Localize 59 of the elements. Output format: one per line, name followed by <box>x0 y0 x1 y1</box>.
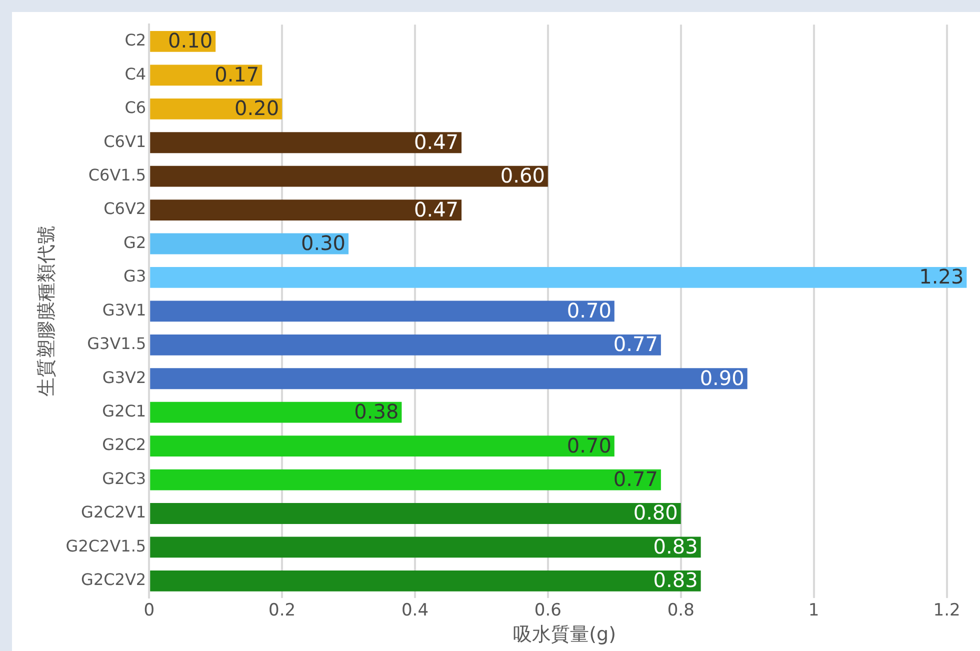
y-axis-title: 生質塑膠膜種類代號 <box>35 226 58 397</box>
x-axis-title: 吸水質量(g) <box>513 624 616 646</box>
bar <box>150 503 681 524</box>
y-tick-label: G2C2 <box>102 435 146 454</box>
data-label: 0.90 <box>700 366 744 390</box>
x-tick-label: 0 <box>144 600 155 620</box>
data-label: 0.70 <box>566 433 612 458</box>
bar <box>150 132 462 154</box>
data-label: 0.83 <box>653 568 698 592</box>
y-tick-label: G2C2V1.5 <box>66 536 146 556</box>
x-tick-label: 1 <box>808 600 820 620</box>
data-label: 0.47 <box>414 130 459 154</box>
y-tick-label: C2 <box>124 30 146 50</box>
bar <box>150 334 661 356</box>
data-label: 0.47 <box>414 197 459 222</box>
data-label: 0.77 <box>613 466 658 491</box>
x-tick-label: 0.6 <box>534 600 562 620</box>
data-label: 0.60 <box>500 164 545 188</box>
y-tick-label: G2C2V1 <box>81 502 146 522</box>
x-tick-label: 0.2 <box>268 600 296 620</box>
y-tick-label: G2 <box>124 232 146 252</box>
x-tick-label: 0.8 <box>667 600 694 620</box>
y-tick-label: C4 <box>124 64 146 84</box>
data-label: 0.70 <box>566 298 612 322</box>
data-label: 1.23 <box>919 264 964 289</box>
bar <box>150 200 462 220</box>
y-tick-label: G3V1 <box>102 300 146 320</box>
y-tick-label: G3V2 <box>102 368 146 387</box>
y-tick-label: C6V2 <box>104 199 146 218</box>
y-tick-label: G2C3 <box>102 468 146 488</box>
bar <box>150 469 661 490</box>
bar <box>150 368 748 390</box>
bar <box>150 300 614 322</box>
data-label: 0.17 <box>214 62 260 86</box>
y-tick-label: G2C2V2 <box>81 570 146 590</box>
bar <box>150 570 701 592</box>
data-label: 0.20 <box>234 96 280 120</box>
bar <box>150 402 402 423</box>
x-tick-label: 0.4 <box>401 600 429 620</box>
data-label: 0.30 <box>301 230 346 255</box>
bar <box>150 536 701 558</box>
bar <box>150 166 548 187</box>
data-label: 0.10 <box>168 28 213 53</box>
data-label: 0.38 <box>354 400 399 424</box>
data-label: 0.80 <box>633 500 678 525</box>
y-tick-label: G3V1.5 <box>87 334 146 354</box>
bar <box>150 233 349 254</box>
y-tick-label: C6V1.5 <box>88 165 146 184</box>
bar <box>150 267 967 288</box>
y-tick-label: C6V1 <box>104 132 146 151</box>
x-tick-label: 1.2 <box>933 600 960 620</box>
bar <box>150 64 262 86</box>
bar <box>150 436 614 457</box>
y-tick-label: G2C1 <box>102 402 146 421</box>
bar <box>150 98 282 120</box>
y-tick-label: G3 <box>124 266 146 286</box>
y-tick-label: C6 <box>124 98 146 118</box>
data-label: 0.83 <box>653 534 698 558</box>
data-label: 0.77 <box>613 332 658 356</box>
